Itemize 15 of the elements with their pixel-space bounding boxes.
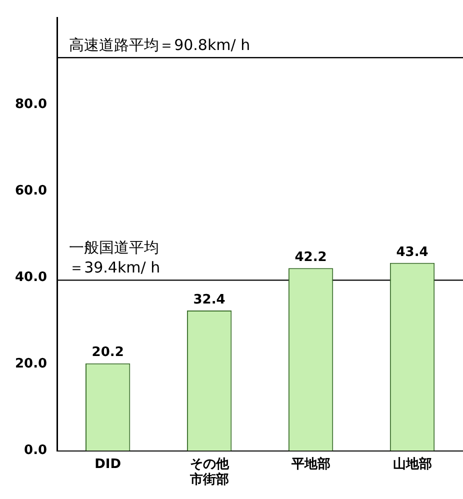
x-tick-label: 山地部 (392, 456, 432, 472)
x-tick-label: 平地部 (290, 456, 330, 472)
data-label: 32.4 (193, 292, 226, 308)
y-tick-label: 40.0 (14, 270, 48, 285)
y-tick-label: 0.0 (24, 443, 48, 458)
ref-line-label: 一般国道平均＝39.4km/ h (69, 238, 160, 277)
ref-line-label: 高速道路平均＝90.8km/ h (69, 36, 250, 54)
y-tick-label: 20.0 (14, 356, 48, 372)
x-tick-label: DID (94, 456, 122, 472)
y-tick-label: 60.0 (14, 183, 48, 198)
data-label: 20.2 (92, 345, 124, 360)
data-label: 43.4 (396, 244, 428, 260)
y-tick-label: 80.0 (14, 96, 48, 112)
x-tick-label: その他市街部 (188, 456, 230, 488)
data-label: 42.2 (294, 250, 327, 265)
